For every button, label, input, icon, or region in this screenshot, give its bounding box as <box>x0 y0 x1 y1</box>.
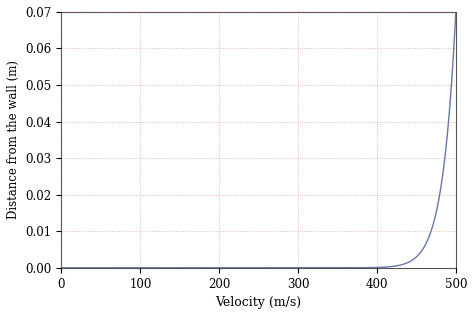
Y-axis label: Distance from the wall (m): Distance from the wall (m) <box>7 60 20 219</box>
X-axis label: Velocity (m/s): Velocity (m/s) <box>216 296 302 309</box>
